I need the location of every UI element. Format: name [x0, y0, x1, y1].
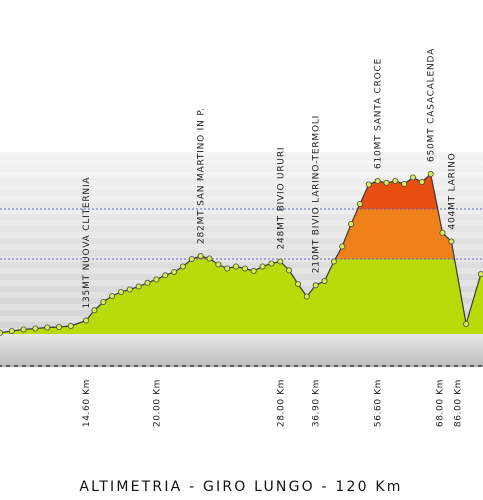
profile-point	[144, 279, 151, 286]
bg-stripe	[0, 232, 483, 238]
profile-point	[312, 282, 319, 289]
km-tick-label: 86.00 Km	[453, 379, 463, 427]
profile-point	[32, 325, 39, 332]
peak-label: 210MT BIVIO LARINO-TERMOLI	[312, 115, 322, 273]
bg-stripe	[0, 220, 483, 226]
profile-point	[259, 263, 266, 270]
profile-point	[286, 267, 293, 274]
profile-point	[171, 268, 178, 275]
profile-point	[100, 298, 107, 305]
profile-point	[232, 263, 239, 270]
bg-stripe	[0, 196, 483, 202]
profile-point	[463, 320, 470, 327]
profile-point	[56, 323, 63, 330]
bg-stripe	[0, 184, 483, 190]
profile-point	[401, 180, 408, 187]
profile-point	[477, 271, 483, 277]
bg-stripe	[0, 208, 483, 214]
km-tick-label: 20.00 Km	[152, 379, 162, 427]
km-tick-labels: 14.60 Km 20.00 Km 28.00 Km 36.90 Km 56.60 Km…	[82, 379, 463, 427]
profile-point	[179, 263, 186, 270]
bg-stripe	[0, 244, 483, 250]
profile-point	[67, 322, 74, 329]
profile-line	[0, 172, 483, 334]
bg-stripe	[0, 160, 483, 166]
profile-point	[439, 229, 446, 236]
peak-label: 610MT SANTA CROCE	[374, 58, 384, 169]
profile-point	[383, 179, 390, 186]
peak-label: 282MT SAN MARTINO IN P.	[197, 107, 207, 244]
peak-label: 404MT LARINO	[447, 152, 457, 229]
profile-point	[109, 292, 116, 299]
km-tick-label: 14.60 Km	[82, 379, 92, 427]
km-tick-label: 36.90 Km	[312, 379, 322, 427]
profile-point	[153, 276, 160, 283]
peak-label: 135MT NUOVA CLITERNIA	[82, 177, 92, 309]
profile-point	[135, 283, 142, 290]
profile-point	[197, 252, 204, 259]
profile-point	[206, 255, 213, 262]
profile-point	[294, 280, 301, 287]
profile-point	[427, 170, 434, 177]
km-tick-label: 56.60 Km	[374, 379, 384, 427]
profile-point	[348, 220, 355, 227]
profile-point	[118, 288, 125, 295]
profile-point	[392, 177, 399, 184]
km-tick-label: 68.00 Km	[436, 379, 446, 427]
profile-point	[356, 200, 363, 207]
axis-base-strip	[0, 334, 483, 366]
profile-point	[126, 286, 133, 293]
profile-point	[224, 265, 231, 272]
peak-label: 650MT CASACALENDA	[427, 48, 437, 162]
profile-point	[365, 181, 372, 188]
profile-point	[303, 293, 310, 300]
profile-point	[409, 174, 416, 181]
profile-point	[8, 327, 15, 334]
chart-title: ALTIMETRIA - GIRO LUNGO - 120 Km	[79, 479, 402, 495]
profile-point	[188, 255, 195, 262]
profile-point	[268, 260, 275, 267]
profile-point	[162, 272, 169, 279]
profile-points	[0, 170, 483, 336]
band-gridlines	[0, 208, 483, 260]
km-tick-label: 28.00 Km	[276, 379, 286, 427]
profile-point	[321, 277, 328, 284]
profile-point	[330, 258, 337, 265]
profile-point	[250, 267, 257, 274]
profile-point	[44, 324, 51, 331]
profile-point	[418, 178, 425, 185]
profile-point	[20, 326, 27, 333]
profile-point	[83, 317, 90, 324]
profile-point	[91, 307, 98, 314]
profile-point	[339, 243, 346, 250]
profile-point	[277, 258, 284, 265]
profile-point	[241, 265, 248, 272]
bg-stripe	[0, 172, 483, 178]
peak-label: 248MT BIVIO URURI	[276, 147, 286, 250]
profile-point	[448, 238, 455, 245]
profile-point	[215, 261, 222, 268]
profile-point	[0, 329, 3, 336]
profile-point	[374, 177, 381, 184]
peak-annotations: 135MT NUOVA CLITERNIA 282MT SAN MARTINO I…	[82, 48, 457, 309]
